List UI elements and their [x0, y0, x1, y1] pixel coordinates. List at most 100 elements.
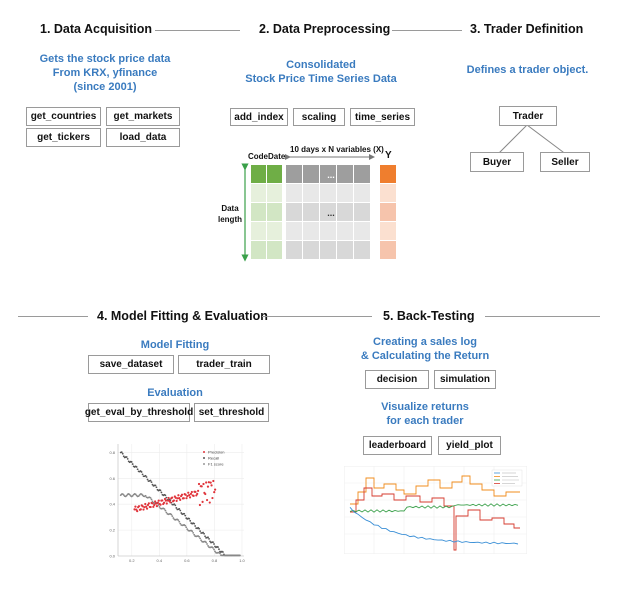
- matrix-cell: [267, 165, 282, 183]
- yield-plot: [344, 466, 527, 554]
- matrix-cell: [286, 165, 302, 183]
- divider: [155, 30, 240, 31]
- precision-point: [151, 502, 154, 505]
- recall-point: [131, 463, 134, 465]
- precision-point: [197, 482, 201, 486]
- precision-point: [196, 492, 199, 495]
- preprocessing-description: Consolidated Stock Price Time Series Dat…: [226, 58, 416, 86]
- precision-point: [169, 501, 172, 504]
- f1-point: [163, 508, 166, 510]
- function-load-data[interactable]: load_data: [106, 128, 180, 147]
- f1-point: [164, 509, 167, 512]
- matrix-cell: [267, 184, 282, 202]
- matrix-code-label: Code: [248, 152, 268, 161]
- section-title-trader: 3. Trader Definition: [470, 22, 584, 36]
- function-yield-plot[interactable]: yield_plot: [438, 436, 501, 455]
- f1-point: [212, 546, 214, 549]
- matrix-cell: [380, 203, 396, 221]
- f1-point: [128, 493, 131, 496]
- divider: [262, 316, 372, 317]
- f1-point: [238, 554, 241, 557]
- section-title-backtest: 5. Back-Testing: [383, 309, 475, 323]
- precision-point: [205, 481, 208, 484]
- function-get-countries[interactable]: get_countries: [26, 107, 101, 126]
- precision-point: [202, 482, 205, 486]
- precision-point: [176, 497, 179, 500]
- function-scaling[interactable]: scaling: [293, 108, 345, 126]
- precision-point: [161, 499, 164, 502]
- function-decision[interactable]: decision: [365, 370, 429, 389]
- function-trader-train[interactable]: trader_train: [178, 355, 270, 374]
- function-save-dataset[interactable]: save_dataset: [88, 355, 174, 374]
- function-add-index[interactable]: add_index: [230, 108, 288, 126]
- function-time-series[interactable]: time_series: [350, 108, 415, 126]
- precision-point: [207, 481, 210, 484]
- function-get-tickers[interactable]: get_tickers: [26, 128, 101, 147]
- matrix-cell: [251, 222, 266, 240]
- precision-point: [213, 491, 216, 494]
- matrix-cell: [303, 203, 319, 221]
- f1-point: [191, 530, 194, 533]
- function-set-threshold[interactable]: set_threshold: [194, 403, 269, 422]
- matrix-cell: [267, 241, 282, 259]
- f1-point: [206, 543, 208, 545]
- matrix-cell: [320, 184, 336, 202]
- yield-line-red: [350, 487, 520, 551]
- recall-point: [213, 543, 215, 545]
- matrix-cell: [320, 165, 336, 183]
- recall-point: [155, 486, 158, 489]
- recall-point: [207, 536, 209, 539]
- f1-point: [144, 494, 147, 497]
- f1-point: [150, 498, 153, 501]
- matrix-cell: [337, 184, 353, 202]
- f1-point: [186, 528, 189, 531]
- eval-legend: Precision Recall F1 score: [203, 449, 224, 466]
- precision-point: [178, 496, 181, 500]
- f1-point: [198, 535, 201, 538]
- function-simulation[interactable]: simulation: [434, 370, 496, 389]
- model-evaluation-label: Evaluation: [147, 387, 203, 399]
- matrix-row-label: Data length: [218, 203, 242, 225]
- eval-x-tick: 1.0: [239, 558, 245, 563]
- preprocessing-description-line: Consolidated: [286, 59, 356, 71]
- acquisition-description-line: Gets the stock price data: [39, 53, 171, 65]
- precision-point: [143, 506, 146, 509]
- yield-line-orange: [350, 475, 520, 505]
- matrix-variables-label: 10 days x N variables (X): [290, 145, 384, 154]
- precision-point: [197, 489, 200, 492]
- yield-legend: [491, 469, 523, 487]
- section-title-acquisition: 1. Data Acquisition: [40, 22, 153, 36]
- matrix-cell: [354, 165, 370, 183]
- matrix-cell: [337, 165, 353, 183]
- precision-point: [136, 510, 139, 513]
- f1-point: [192, 531, 195, 534]
- f1-point: [131, 494, 134, 497]
- f1-point: [172, 517, 175, 519]
- recall-point: [120, 451, 123, 454]
- recall-point: [154, 484, 157, 487]
- function-get-eval-by-threshold[interactable]: get_eval_by_threshold: [85, 403, 193, 422]
- model-fitting-label: Model Fitting: [140, 339, 210, 351]
- precision-point: [186, 495, 189, 498]
- recall-point: [218, 548, 220, 551]
- precision-point: [145, 505, 148, 508]
- function-leaderboard[interactable]: leaderboard: [363, 436, 432, 455]
- precision-point: [142, 508, 145, 511]
- precision-point: [175, 499, 178, 502]
- precision-point: [152, 505, 155, 508]
- precision-point: [167, 496, 170, 500]
- precision-point: [179, 498, 182, 501]
- recall-point: [212, 541, 214, 544]
- precision-point: [188, 494, 191, 497]
- precision-point: [209, 481, 212, 484]
- precision-point: [212, 479, 215, 483]
- divider: [392, 30, 462, 31]
- function-get-markets[interactable]: get_markets: [106, 107, 180, 126]
- f1-point: [171, 515, 174, 518]
- recall-point: [222, 551, 224, 553]
- matrix-cell: [251, 184, 266, 202]
- legend-recall-marker: [203, 457, 205, 459]
- matrix-cell: [354, 222, 370, 240]
- f1-point: [170, 513, 173, 516]
- matrix-cell: [337, 203, 353, 221]
